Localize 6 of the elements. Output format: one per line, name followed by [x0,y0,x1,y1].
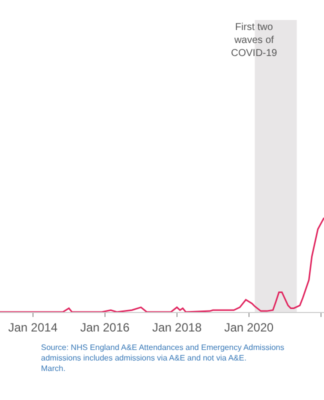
x-tick-label: Jan 2018 [152,320,202,334]
source-note: Source: NHS England A&E Attendances and Emergency Admissions admissions includes admissions via A&E and not via A&E. March. [41,343,284,373]
x-tick-label: Jan 2020 [224,320,274,334]
x-tick-label: Jan 2016 [80,320,130,334]
band-label: First two waves of COVID-19 [231,22,278,59]
x-tick-label: Jan 2014 [8,320,58,334]
